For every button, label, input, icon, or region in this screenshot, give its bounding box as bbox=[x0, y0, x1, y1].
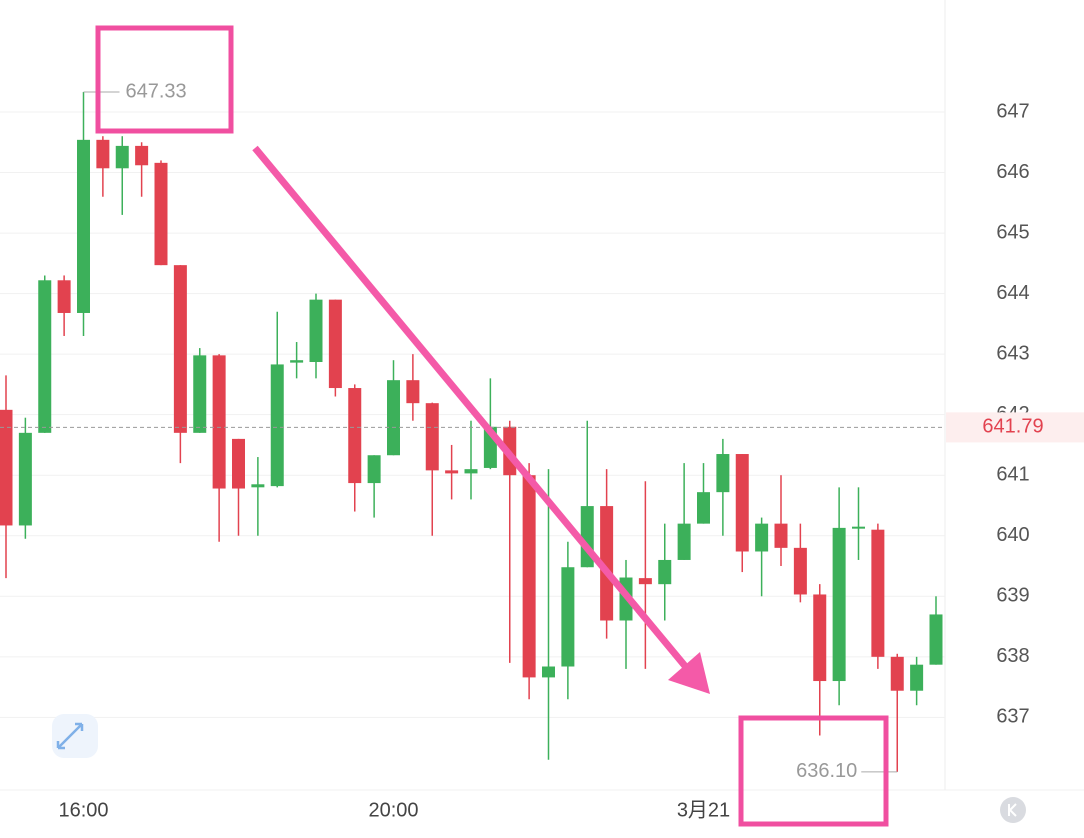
arrow-head bbox=[668, 652, 710, 694]
y-tick-label: 647 bbox=[996, 100, 1029, 122]
k-icon bbox=[1008, 803, 1017, 817]
candle-body bbox=[115, 145, 129, 169]
y-tick-label: 639 bbox=[996, 585, 1029, 607]
candle-body bbox=[890, 656, 904, 691]
candle-body bbox=[793, 547, 807, 595]
candle-body bbox=[367, 455, 381, 484]
candle-body bbox=[0, 409, 13, 526]
candle-body bbox=[96, 139, 110, 169]
candle-body bbox=[658, 559, 672, 585]
candle-body bbox=[425, 403, 439, 471]
candle-body bbox=[57, 280, 71, 313]
highlight-box bbox=[95, 25, 234, 134]
last-price-box bbox=[946, 412, 1084, 443]
candle-body bbox=[445, 470, 459, 474]
candle-body bbox=[212, 355, 226, 489]
expand-icon bbox=[56, 722, 84, 750]
candle-body bbox=[832, 527, 846, 682]
candle-body bbox=[542, 666, 555, 678]
candle-body bbox=[464, 469, 478, 474]
high-marker-label: 647.33 bbox=[126, 80, 187, 102]
candle-body bbox=[697, 492, 710, 524]
x-tick-label: 20:00 bbox=[368, 799, 418, 821]
x-tick-label: 3月21 bbox=[677, 799, 730, 821]
candle-body bbox=[193, 355, 207, 433]
overlay bbox=[52, 25, 1026, 827]
y-tick-label: 643 bbox=[996, 342, 1029, 364]
candle-body bbox=[910, 664, 924, 691]
candle-body bbox=[813, 594, 827, 682]
k-button[interactable] bbox=[1000, 797, 1026, 823]
candle-body bbox=[774, 523, 788, 548]
candle-body bbox=[677, 523, 691, 560]
candle-body bbox=[406, 380, 420, 404]
y-tick-label: 638 bbox=[996, 645, 1029, 667]
candle-body bbox=[328, 299, 342, 389]
candle-body bbox=[929, 614, 943, 665]
candle-body bbox=[309, 299, 323, 363]
candle-body bbox=[387, 380, 400, 456]
candle-body bbox=[270, 364, 284, 487]
candle-body bbox=[716, 454, 730, 493]
expand-button[interactable] bbox=[52, 714, 98, 758]
candle-body bbox=[290, 360, 304, 363]
candle-body bbox=[173, 265, 187, 433]
candle-body bbox=[755, 523, 769, 552]
x-tick-label: 16:00 bbox=[58, 799, 108, 821]
candle-body bbox=[735, 454, 749, 552]
candle-body bbox=[522, 475, 536, 678]
candle-body bbox=[852, 526, 865, 529]
candle-body bbox=[77, 139, 90, 313]
low-marker-label: 636.10 bbox=[796, 760, 857, 782]
candle-body bbox=[600, 506, 614, 621]
last-price-label: 641.79 bbox=[982, 416, 1043, 438]
y-tick-label: 645 bbox=[996, 221, 1029, 243]
candle-body bbox=[561, 567, 575, 667]
y-tick-label: 646 bbox=[996, 161, 1029, 183]
candle-body bbox=[871, 529, 885, 657]
trend-arrow bbox=[252, 145, 693, 675]
candle-body bbox=[135, 145, 149, 166]
candle-body bbox=[251, 484, 265, 488]
candle-body bbox=[638, 578, 652, 585]
candle-body bbox=[154, 162, 168, 266]
candle-body bbox=[38, 280, 52, 433]
candle-body bbox=[232, 438, 245, 489]
candles bbox=[0, 92, 943, 772]
y-tick-label: 637 bbox=[996, 706, 1029, 728]
highlight-box bbox=[738, 715, 889, 827]
y-tick-label: 644 bbox=[996, 282, 1029, 304]
candle-body bbox=[18, 432, 32, 526]
y-tick-label: 641 bbox=[996, 463, 1029, 485]
candle-body bbox=[348, 388, 362, 484]
y-tick-label: 640 bbox=[996, 524, 1029, 546]
